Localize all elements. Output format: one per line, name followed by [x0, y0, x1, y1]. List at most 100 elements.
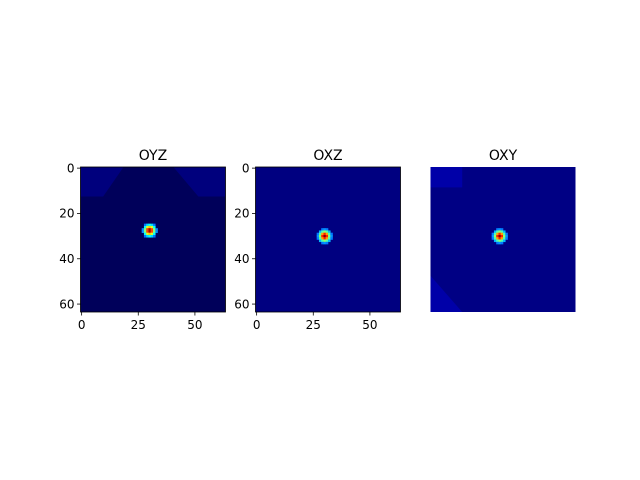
- heatmap-cell: [148, 223, 152, 227]
- heatmap-cell: [500, 239, 504, 243]
- heatmap-cell: [153, 225, 156, 229]
- y-tick-label: 60: [234, 297, 249, 311]
- heatmap-cell: [155, 228, 158, 231]
- x-tick-label: 0: [253, 318, 261, 332]
- heatmap-cell: [150, 223, 154, 227]
- heatmap-cell: [153, 223, 156, 227]
- heatmap-cell: [323, 230, 327, 234]
- heatmap-cell: [325, 234, 329, 238]
- heatmap-image: [430, 167, 576, 312]
- heatmap-cell: [153, 234, 156, 238]
- heatmap-cell: [498, 241, 502, 245]
- heatmap-region-1: [80, 167, 124, 197]
- heatmap-cell: [323, 228, 327, 231]
- heatmap-cell: [328, 237, 331, 240]
- heatmap-cell: [500, 228, 504, 231]
- heatmap-cell: [493, 234, 497, 238]
- heatmap-cell: [496, 234, 499, 238]
- heatmap-peak: [491, 228, 508, 245]
- heatmap-cell: [498, 239, 502, 243]
- heatmap-cell: [148, 228, 152, 231]
- y-tick-label: 40: [234, 252, 249, 266]
- heatmap-cell: [325, 232, 329, 236]
- heatmap-cell: [323, 237, 327, 240]
- heatmap-panel-1: OYZ 0 25 50 0 20 40 60: [59, 148, 226, 332]
- heatmap-cell: [318, 237, 322, 240]
- heatmap-cell: [141, 230, 145, 234]
- heatmap-cell: [498, 228, 502, 231]
- heatmap-cell: [153, 232, 156, 236]
- x-tick-label: 25: [306, 318, 321, 332]
- heatmap-cell: [498, 237, 502, 240]
- heatmap-cell: [493, 230, 497, 234]
- heatmap-cell: [328, 239, 331, 243]
- heatmap-cell: [148, 234, 152, 238]
- heatmap-cell: [321, 239, 324, 243]
- heatmap-cell: [496, 232, 499, 236]
- heatmap-cell: [150, 234, 154, 238]
- heatmap-cell: [318, 239, 322, 243]
- heatmap-cell: [330, 237, 333, 240]
- heatmap-cell: [503, 239, 506, 243]
- heatmap-cell: [321, 230, 324, 234]
- heatmap-cell: [493, 237, 497, 240]
- heatmap-cell: [146, 234, 149, 238]
- heatmap-cell: [505, 237, 508, 240]
- heatmap-cell: [143, 232, 147, 236]
- panel-title: OXZ: [313, 148, 342, 164]
- heatmap-cell: [505, 232, 508, 236]
- panel-title: OXY: [489, 148, 518, 164]
- heatmap-image: [255, 167, 401, 312]
- heatmap-cell: [318, 230, 322, 234]
- heatmap-peak: [316, 228, 333, 245]
- x-tick-label: 50: [362, 318, 377, 332]
- heatmap-cell: [500, 241, 504, 245]
- heatmap-cell: [143, 234, 147, 238]
- heatmap-cell: [153, 230, 156, 234]
- heatmap-cell: [496, 239, 499, 243]
- heatmap-cell: [500, 234, 504, 238]
- y-tick-label: 20: [234, 207, 249, 221]
- heatmap-cell: [150, 228, 154, 231]
- heatmap-cell: [498, 232, 502, 236]
- x-tick-label: 50: [187, 318, 202, 332]
- y-tick-label: 20: [59, 207, 74, 221]
- heatmap-cell: [316, 232, 320, 236]
- heatmap-cell: [146, 228, 149, 231]
- heatmap-cell: [505, 234, 508, 238]
- heatmap-cell: [491, 237, 495, 240]
- heatmap-cell: [493, 239, 497, 243]
- axes-frame: [255, 166, 401, 313]
- heatmap-cell: [146, 223, 149, 227]
- y-tick-label: 60: [59, 297, 74, 311]
- heatmap-cell: [325, 241, 329, 245]
- heatmap-cell: [148, 232, 152, 236]
- x-tick-label: 25: [131, 318, 146, 332]
- y-tick-label: 0: [242, 161, 250, 175]
- heatmap-cell: [323, 239, 327, 243]
- heatmap-cell: [330, 232, 333, 236]
- heatmap-cell: [143, 230, 147, 234]
- heatmap-cell: [148, 225, 152, 229]
- heatmap-cell: [503, 237, 506, 240]
- heatmap-cell: [328, 230, 331, 234]
- heatmap-cell: [146, 225, 149, 229]
- heatmap-cell: [325, 239, 329, 243]
- heatmap-cell: [316, 237, 320, 240]
- panel-title: OYZ: [139, 148, 167, 164]
- heatmap-cell: [143, 225, 147, 229]
- heatmap-cell: [493, 232, 497, 236]
- heatmap-cell: [321, 237, 324, 240]
- heatmap-cell: [491, 234, 495, 238]
- heatmap-region-2: [173, 167, 226, 197]
- heatmap-cell: [328, 234, 331, 238]
- heatmap-panel-2: OXZ 0 25 50 0 20 40 60: [234, 148, 401, 332]
- heatmap-cell: [500, 232, 504, 236]
- heatmap-cell: [500, 237, 504, 240]
- heatmap-cell: [150, 230, 154, 234]
- heatmap-region-1: [430, 167, 463, 188]
- heatmap-cell: [491, 232, 495, 236]
- heatmap-cell: [503, 230, 506, 234]
- heatmap-cell: [323, 234, 327, 238]
